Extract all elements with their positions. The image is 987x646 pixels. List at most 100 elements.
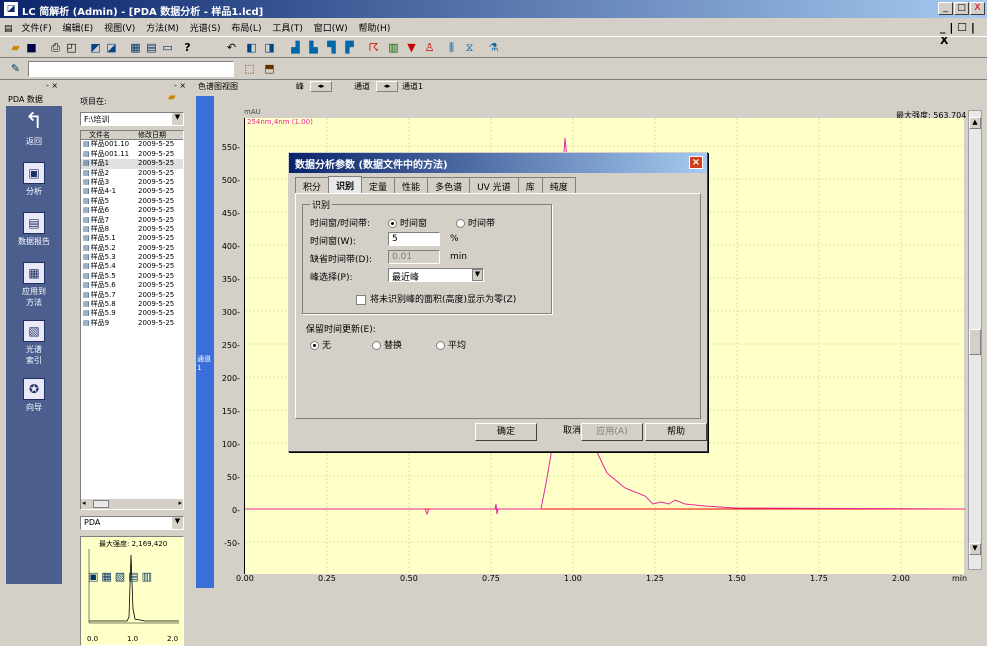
view-mode-icons[interactable]: ▣▦▧▤▥ (88, 570, 155, 583)
file-row[interactable]: ▤ 样品8 2009-5-25 (81, 225, 183, 234)
marker-icon[interactable]: ▼ (407, 41, 416, 54)
file-row[interactable]: ▤ 样品7 2009-5-25 (81, 216, 183, 225)
layout-a-icon[interactable]: ▦ (130, 41, 141, 54)
edit-icon[interactable]: ✎ (10, 62, 21, 75)
chrom-c-icon[interactable]: ▜ (327, 41, 336, 54)
radio-time-band[interactable]: 时间带 (456, 216, 495, 229)
project-close-icon[interactable]: - × (174, 81, 187, 90)
menu-tools[interactable]: 工具(T) (272, 24, 303, 34)
chevron-down-icon[interactable]: ▼ (172, 113, 183, 125)
scroll-up-icon[interactable]: ▲ (969, 117, 981, 129)
detector-select[interactable]: PDA ▼ (80, 516, 184, 530)
file-row[interactable]: ▤ 样品3 2009-5-25 (81, 178, 183, 187)
peak-nav-stepper[interactable]: ◂▸ (310, 81, 332, 92)
window-input[interactable]: 5 (388, 232, 440, 246)
file-row[interactable]: ▤ 样品1 2009-5-25 (81, 159, 183, 169)
default-band-input[interactable]: 0.01 (388, 250, 440, 264)
file-row[interactable]: ▤ 样品5.2 2009-5-25 (81, 244, 183, 253)
menu-edit[interactable]: 编辑(E) (62, 24, 94, 34)
save-icon[interactable]: ■ (26, 41, 37, 54)
zoom-a-icon[interactable]: ⬚ (244, 62, 255, 75)
nav-close-icon[interactable]: - × (46, 81, 59, 90)
chrom-b-icon[interactable]: ▙ (309, 41, 318, 54)
nav-item-spectrum-index[interactable]: ▧ 光谱索引 (6, 320, 62, 366)
file-row[interactable]: ▤ 样品2 2009-5-25 (81, 169, 183, 178)
tab-multichrom[interactable]: 多色谱 (427, 177, 471, 193)
file-row[interactable]: ▤ 样品001.10 2009-5-25 (81, 140, 183, 149)
dialog-close-icon[interactable]: × (689, 156, 703, 169)
nav-item-report[interactable]: ▤ 数据报告 (6, 212, 62, 247)
undo-icon[interactable]: ↶ (226, 41, 237, 54)
file-row[interactable]: ▤ 样品5.3 2009-5-25 (81, 253, 183, 262)
tool-e-icon[interactable]: ⚗ (488, 41, 499, 54)
tool-c-icon[interactable]: ◧ (246, 41, 257, 54)
scroll-down-icon[interactable]: ▼ (969, 543, 981, 555)
layout-c-icon[interactable]: ▭ (162, 41, 173, 54)
layout-b-icon[interactable]: ▤ (146, 41, 157, 54)
minimize-button[interactable]: _ (938, 2, 953, 15)
ok-button[interactable]: 确定 (475, 423, 537, 441)
tab-performance[interactable]: 性能 (394, 177, 429, 193)
scroll-thumb[interactable] (969, 329, 981, 355)
zero-area-checkbox[interactable]: 将未识别峰的面积(高度)显示为零(Z) (356, 292, 516, 305)
chrom-d-icon[interactable]: ▛ (345, 41, 354, 54)
tool-d-icon[interactable]: ◨ (264, 41, 275, 54)
file-row[interactable]: ▤ 样品5.4 2009-5-25 (81, 262, 183, 271)
file-row[interactable]: ▤ 样品5.7 2009-5-25 (81, 291, 183, 300)
horizontal-scrollbar[interactable]: ◂ ▸ (81, 499, 183, 509)
filter-icon[interactable]: ⧖ (465, 41, 474, 54)
print-icon[interactable]: ⎙ (51, 41, 60, 54)
command-input[interactable] (28, 61, 234, 77)
radio-ret-average[interactable]: 平均 (436, 338, 466, 351)
nav-item-wizard[interactable]: ✪ 向导 (6, 378, 62, 413)
open-icon[interactable]: ▰ (11, 41, 20, 54)
file-row[interactable]: ▤ 样品5.1 2009-5-25 (81, 234, 183, 243)
chevron-down-icon[interactable]: ▼ (472, 269, 483, 281)
scroll-left-icon[interactable]: ◂ (82, 499, 86, 507)
nav-item-analysis[interactable]: ▣ 分析 (6, 162, 62, 197)
peak-select-dropdown[interactable]: 最近峰 ▼ (388, 268, 484, 283)
menu-method[interactable]: 方法(M) (146, 24, 179, 34)
chevron-down-icon[interactable]: ▼ (172, 517, 183, 529)
help-icon[interactable]: ? (184, 41, 191, 54)
radio-ret-none[interactable]: 无 (310, 338, 331, 351)
maximize-button[interactable]: □ (954, 2, 969, 15)
file-row[interactable]: ▤ 样品001.11 2009-5-25 (81, 150, 183, 159)
tab-uv-spectrum[interactable]: UV 光谱 (469, 177, 519, 193)
tool-b-icon[interactable]: ◪ (106, 41, 117, 54)
vertical-scrollbar[interactable]: ▲ ▼ (968, 110, 982, 570)
radio-time-window[interactable]: 时间窗 (388, 216, 427, 229)
column-date[interactable]: 修改日期 (138, 131, 166, 139)
spectrum-icon[interactable]: ▥ (388, 41, 399, 54)
peak-icon[interactable]: ☈ (368, 41, 379, 54)
tab-purity[interactable]: 纯度 (541, 177, 576, 193)
folder-icon[interactable]: ▰ (168, 92, 176, 103)
scroll-thumb[interactable] (93, 500, 109, 508)
file-row[interactable]: ▤ 样品9 2009-5-25 (81, 319, 183, 328)
menu-view[interactable]: 视图(V) (104, 24, 136, 34)
person-icon[interactable]: ♙ (424, 41, 435, 54)
radio-ret-replace[interactable]: 替换 (372, 338, 402, 351)
file-row[interactable]: ▤ 样品4-1 2009-5-25 (81, 187, 183, 196)
chrom-a-icon[interactable]: ▟ (291, 41, 300, 54)
help-button[interactable]: 帮助 (645, 423, 707, 441)
print-preview-icon[interactable]: ◰ (66, 41, 77, 54)
file-row[interactable]: ▤ 样品6 2009-5-25 (81, 206, 183, 215)
file-row[interactable]: ▤ 样品5.6 2009-5-25 (81, 281, 183, 290)
bars-icon[interactable]: ⫼ (448, 41, 455, 54)
tab-integration[interactable]: 积分 (295, 177, 330, 193)
file-row[interactable]: ▤ 样品5 2009-5-25 (81, 197, 183, 206)
apply-button[interactable]: 应用(A) (581, 423, 643, 441)
file-row[interactable]: ▤ 样品5.5 2009-5-25 (81, 272, 183, 281)
mdi-controls[interactable]: _ | ☐ | X (940, 21, 975, 47)
tab-library[interactable]: 库 (517, 177, 543, 193)
zoom-b-icon[interactable]: ⬒ (264, 62, 275, 75)
path-select[interactable]: F:\培训 ▼ (80, 112, 184, 126)
tab-quantitation[interactable]: 定量 (361, 177, 396, 193)
scroll-right-icon[interactable]: ▸ (178, 499, 182, 507)
menu-file[interactable]: 文件(F) (21, 24, 52, 34)
close-button[interactable]: X (970, 2, 985, 15)
column-filename[interactable]: 文件名 (89, 131, 110, 139)
tab-identification[interactable]: 识别 (328, 176, 363, 194)
menu-layout[interactable]: 布局(L) (231, 24, 262, 34)
